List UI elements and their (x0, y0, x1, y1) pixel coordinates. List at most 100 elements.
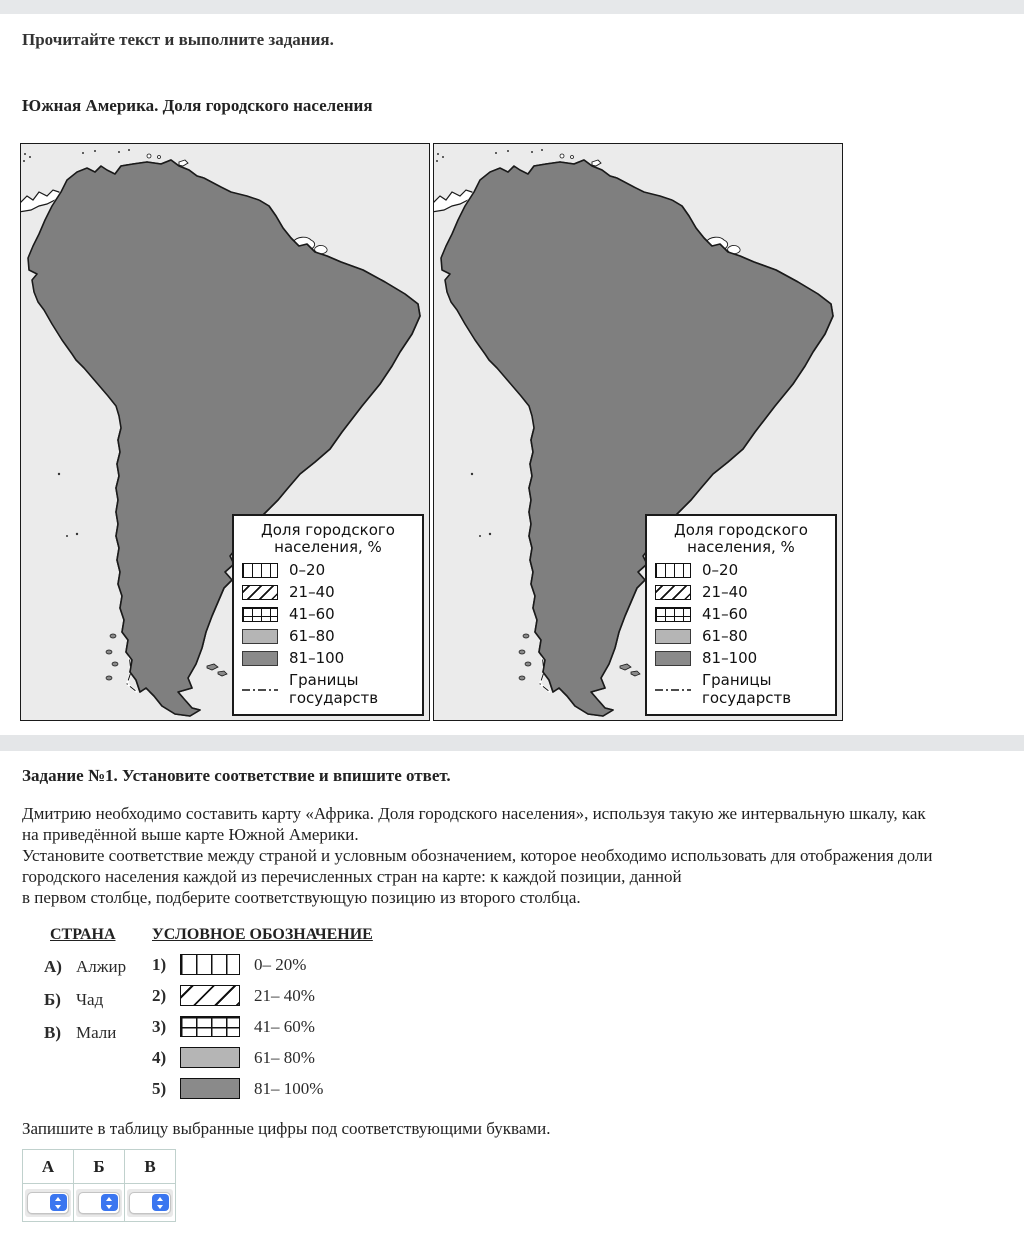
legend-label: 0–20 (289, 561, 326, 579)
swatch-61-80 (655, 628, 691, 644)
swatch-41-60 (655, 606, 691, 622)
answer-table: А Б В (22, 1149, 176, 1222)
legend-label: 61–80 (702, 627, 748, 645)
select-field-v (127, 1188, 173, 1217)
option-number: 1) (152, 954, 167, 974)
answer-cell-v (124, 1183, 176, 1222)
legend-label: 21–40 (289, 583, 335, 601)
select-answer-a[interactable] (27, 1191, 69, 1214)
select-stepper-icon[interactable] (100, 1194, 118, 1211)
answer-header-row: А Б В (22, 1149, 176, 1184)
task-title: Задание №1. Установите соответствие и вп… (22, 766, 451, 785)
swatch-21-40 (242, 584, 278, 600)
map-legend: Доля городского населения, % 0–20 21–40 … (232, 513, 424, 716)
option-row-4: 4) 61– 80% (152, 1047, 373, 1068)
legend-item-21-40: 21–40 (242, 583, 414, 601)
country-letter: А) (44, 957, 62, 976)
legend-label: 41–60 (702, 605, 748, 623)
swatch-81-100 (655, 650, 691, 666)
task-line: Дмитрию необходимо составить карту «Афри… (22, 804, 926, 823)
caribbean-islands (559, 153, 574, 159)
legend-label: 81–100 (289, 649, 345, 667)
option-label: 61– 80% (254, 1047, 315, 1067)
legend-item-81-100: 81–100 (242, 649, 414, 667)
maps-row: Доля городского населения, % 0–20 21–40 … (20, 143, 1024, 721)
legend-title: Доля городского населения, % (261, 520, 395, 557)
option-swatch-grid (180, 1016, 240, 1037)
legend-label: 0–20 (702, 561, 739, 579)
country-column: СТРАНА А) Алжир Б) Чад В) Мали (44, 926, 152, 1099)
legend-item-borders: Границы государств (242, 671, 414, 707)
legend-label: 41–60 (289, 605, 335, 623)
option-label: 0– 20% (254, 954, 307, 974)
trinidad-island (591, 159, 602, 167)
trinidad-island (178, 159, 189, 167)
legend-item-81-100: 81–100 (655, 649, 827, 667)
swatch-61-80 (242, 628, 278, 644)
swatch-0-20 (655, 562, 691, 578)
legend-item-61-80: 61–80 (242, 627, 414, 645)
option-swatch-diagonal (180, 985, 240, 1006)
legend-item-41-60: 41–60 (655, 605, 827, 623)
swatch-21-40 (655, 584, 691, 600)
option-row-3: 3) 41– 60% (152, 1016, 373, 1037)
country-row-v: В) Мали (44, 1023, 152, 1043)
task-line: в первом столбце, подберите соответствую… (22, 888, 581, 907)
small-islands-dots (436, 149, 543, 537)
option-number: 5) (152, 1078, 167, 1098)
option-label: 81– 100% (254, 1078, 324, 1098)
option-label: 41– 60% (254, 1016, 315, 1036)
answer-cell-b (73, 1183, 125, 1222)
option-number: 3) (152, 1016, 167, 1036)
legend-item-0-20: 0–20 (655, 561, 827, 579)
country-name: Мали (76, 1023, 117, 1042)
chilean-archipelago (105, 633, 119, 681)
select-field-a (25, 1188, 71, 1217)
page-instruction: Прочитайте текст и выполните задания. (22, 30, 334, 49)
matching-block: СТРАНА А) Алжир Б) Чад В) Мали УСЛОВНОЕ … (44, 926, 1024, 1099)
answer-header-a: А (22, 1149, 74, 1184)
country-name: Алжир (76, 957, 127, 976)
option-row-5: 5) 81– 100% (152, 1078, 373, 1099)
select-answer-v[interactable] (129, 1191, 171, 1214)
symbol-column-header: УСЛОВНОЕ ОБОЗНАЧЕНИЕ (152, 926, 373, 943)
swatch-81-100 (242, 650, 278, 666)
country-column-header: СТРАНА (50, 926, 116, 943)
country-row-b: Б) Чад (44, 990, 152, 1010)
answer-cell-a (22, 1183, 74, 1222)
select-answer-b[interactable] (78, 1191, 120, 1214)
legend-label: Границы государств (702, 671, 792, 707)
legend-label: Границы государств (289, 671, 379, 707)
chilean-archipelago (518, 633, 532, 681)
legend-item-41-60: 41–60 (242, 605, 414, 623)
top-gray-bar (0, 0, 1024, 14)
caribbean-islands (146, 153, 161, 159)
task-text: Дмитрию необходимо составить карту «Афри… (22, 803, 1002, 908)
falkland-islands (619, 663, 641, 677)
swatch-41-60 (242, 606, 278, 622)
task-line: на приведённой выше карте Южной Америки. (22, 825, 359, 844)
south-america-map (21, 144, 429, 720)
symbol-column: УСЛОВНОЕ ОБОЗНАЧЕНИЕ 1) 0– 20% 2) 21– 40… (152, 926, 373, 1099)
option-number: 4) (152, 1047, 167, 1067)
legend-item-0-20: 0–20 (242, 561, 414, 579)
write-note: Запишите в таблицу выбранные цифры под с… (22, 1119, 551, 1138)
answer-header-b: Б (73, 1149, 125, 1184)
option-label: 21– 40% (254, 985, 315, 1005)
south-america-map (434, 144, 842, 720)
map-heading: Южная Америка. Доля городского населения (22, 96, 373, 115)
answer-input-row (22, 1183, 176, 1222)
legend-label: 61–80 (289, 627, 335, 645)
country-row-a: А) Алжир (44, 957, 152, 977)
option-row-1: 1) 0– 20% (152, 954, 373, 975)
country-letter: В) (44, 1023, 61, 1042)
legend-item-21-40: 21–40 (655, 583, 827, 601)
select-stepper-icon[interactable] (49, 1194, 67, 1211)
legend-label: 81–100 (702, 649, 758, 667)
option-swatch-vertical (180, 954, 240, 975)
select-stepper-icon[interactable] (151, 1194, 169, 1211)
option-row-2: 2) 21– 40% (152, 985, 373, 1006)
answer-header-v: В (124, 1149, 176, 1184)
task-line: городского населения каждой из перечисле… (22, 867, 682, 886)
option-swatch-light-gray (180, 1047, 240, 1068)
